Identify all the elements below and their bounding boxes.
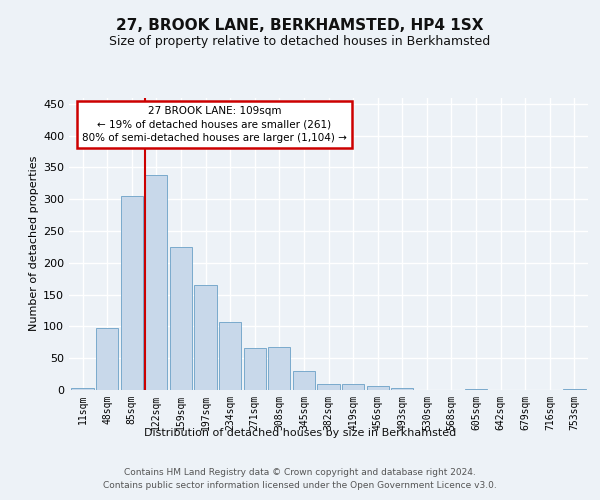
Text: 27 BROOK LANE: 109sqm
← 19% of detached houses are smaller (261)
80% of semi-det: 27 BROOK LANE: 109sqm ← 19% of detached … (82, 106, 347, 142)
Bar (121, 196, 143, 390)
Bar (194, 285, 217, 390)
Bar (367, 386, 389, 390)
Text: Size of property relative to detached houses in Berkhamsted: Size of property relative to detached ho… (109, 35, 491, 48)
Bar (96, 328, 118, 390)
Bar (244, 348, 266, 390)
Text: Contains HM Land Registry data © Crown copyright and database right 2024.: Contains HM Land Registry data © Crown c… (124, 468, 476, 477)
Bar (563, 388, 586, 390)
Text: 27, BROOK LANE, BERKHAMSTED, HP4 1SX: 27, BROOK LANE, BERKHAMSTED, HP4 1SX (116, 18, 484, 32)
Bar (391, 388, 413, 390)
Bar (219, 322, 241, 390)
Bar (268, 348, 290, 390)
Bar (465, 388, 487, 390)
Bar (145, 175, 167, 390)
Y-axis label: Number of detached properties: Number of detached properties (29, 156, 39, 332)
Bar (342, 384, 364, 390)
Bar (170, 247, 192, 390)
Bar (317, 384, 340, 390)
Text: Contains public sector information licensed under the Open Government Licence v3: Contains public sector information licen… (103, 480, 497, 490)
Bar (293, 371, 315, 390)
Text: Distribution of detached houses by size in Berkhamsted: Distribution of detached houses by size … (144, 428, 456, 438)
Bar (71, 388, 94, 390)
